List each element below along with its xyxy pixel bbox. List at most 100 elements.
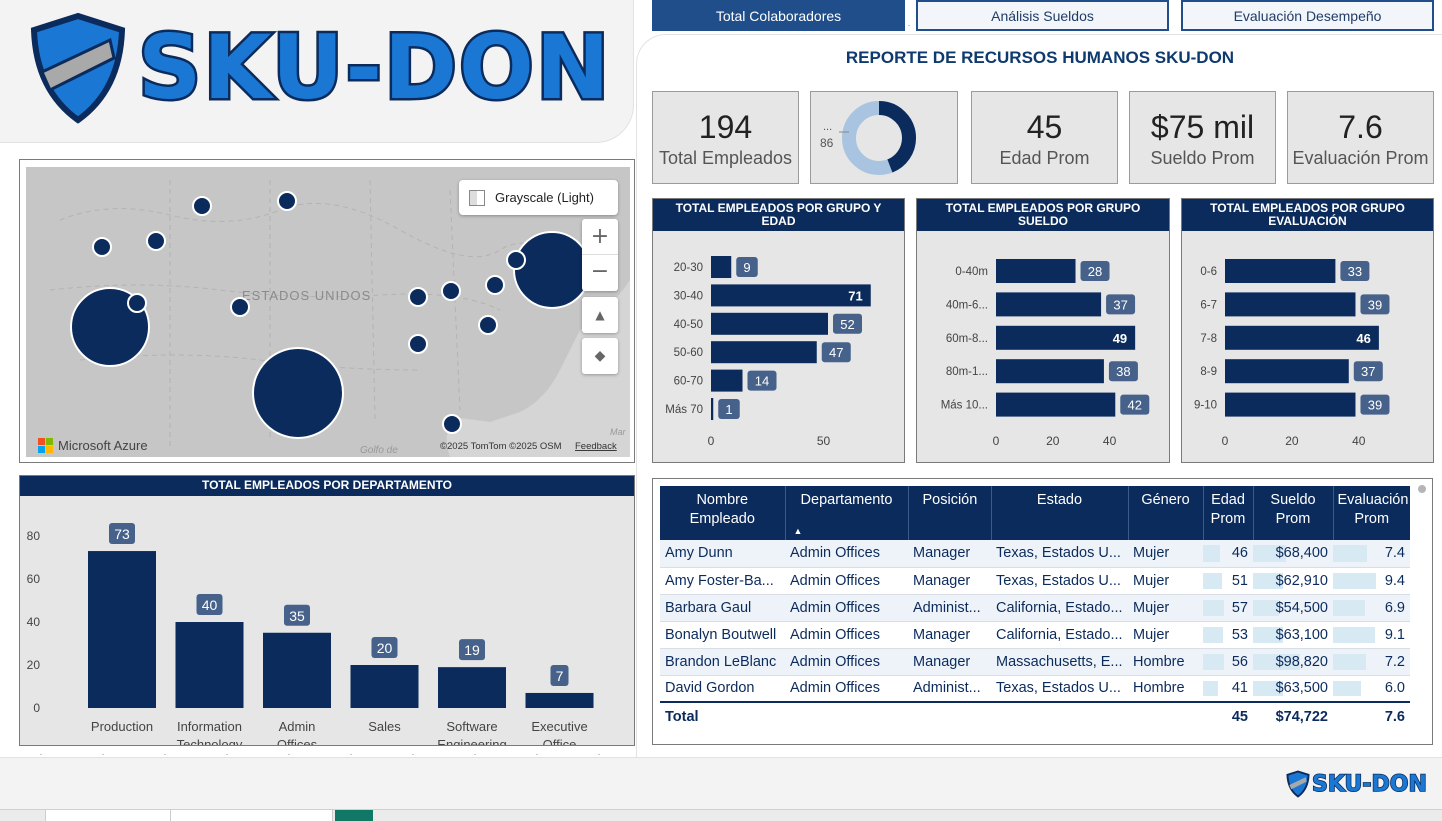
bar[interactable] xyxy=(1225,392,1356,417)
footer-strip xyxy=(0,757,1442,809)
cell-nombre: Barbara Gaul xyxy=(660,594,785,622)
us-map[interactable]: ESTADOS UNIDOS Golfo de Mar xyxy=(20,160,634,462)
bar[interactable] xyxy=(711,369,743,392)
bar[interactable] xyxy=(711,284,871,307)
bar[interactable] xyxy=(711,312,828,335)
cell-nombre: Bonalyn Boutwell xyxy=(660,621,785,649)
bar[interactable] xyxy=(263,632,331,708)
col-header-edad[interactable]: Edad Prom xyxy=(1202,486,1253,540)
bar[interactable] xyxy=(996,259,1076,283)
tab-analisis-sueldos[interactable]: Análisis Sueldos xyxy=(916,0,1169,31)
map-visual[interactable]: ESTADOS UNIDOS Golfo de Mar xyxy=(19,159,635,463)
col-header-label: Departamento xyxy=(800,492,893,508)
bar[interactable] xyxy=(1225,259,1336,283)
cell-edad: 56 xyxy=(1203,648,1253,676)
map-bubble[interactable] xyxy=(192,196,212,216)
map-bubble[interactable] xyxy=(485,275,505,295)
y-tick-label: 40 xyxy=(27,615,41,629)
col-header-evaluacion[interactable]: Evaluación Prom xyxy=(1332,486,1410,540)
bar[interactable] xyxy=(711,398,714,420)
bar[interactable] xyxy=(350,665,419,708)
col-header-genero[interactable]: Género xyxy=(1127,486,1203,540)
y-tick-label: Más 10... xyxy=(941,400,988,412)
kpi-evaluation[interactable]: 7.6 Evaluación Prom xyxy=(1287,91,1434,184)
data-label-badge xyxy=(1353,361,1383,382)
kpi-gender-donut[interactable]: ... 86 xyxy=(810,91,958,184)
footer-wordmark: SKU-DON xyxy=(1311,771,1427,798)
map-compass-icon[interactable]: ◆ xyxy=(582,338,618,374)
col-header-estado[interactable]: Estado xyxy=(990,486,1128,540)
map-bubble[interactable] xyxy=(252,347,344,439)
bar[interactable] xyxy=(711,341,817,364)
chart-departamento-panel[interactable]: TOTAL EMPLEADOS POR DEPARTAMENTO 0 20 40 60… xyxy=(19,475,635,752)
chart-sueldo-panel[interactable]: TOTAL EMPLEADOS POR GRUPO SUELDO 0-40m 28… xyxy=(916,198,1170,463)
map-tilt-icon[interactable]: ▲ xyxy=(582,297,618,333)
table-row[interactable]: Amy Dunn Admin Offices Manager Texas, Estad… xyxy=(660,540,1410,568)
chart-edad-panel[interactable]: TOTAL EMPLEADOS POR GRUPO Y EDAD 20-30 9 3… xyxy=(652,198,905,463)
bar[interactable] xyxy=(996,325,1136,350)
bar[interactable] xyxy=(996,292,1102,317)
bar[interactable] xyxy=(1225,292,1356,317)
y-tick-label: 0-40m xyxy=(955,266,988,278)
chart-evaluacion-panel[interactable]: TOTAL EMPLEADOS POR GRUPO EVALUACIÓN 0-6… xyxy=(1181,198,1434,463)
kpi-total-employees[interactable]: 194 Total Empleados xyxy=(652,91,799,184)
map-bubble[interactable] xyxy=(442,414,462,434)
table-row[interactable]: Bonalyn Boutwell Admin Offices Manager Cali… xyxy=(660,621,1410,649)
cell-value: 7.4 xyxy=(1384,545,1405,562)
kpi-salary[interactable]: $75 mil Sueldo Prom xyxy=(1129,91,1276,184)
tab-total-colaboradores[interactable]: Total Colaboradores xyxy=(652,0,905,31)
cell-estado: Massachusetts, E... xyxy=(991,648,1128,676)
bar[interactable] xyxy=(175,622,244,708)
col-header-departamento[interactable]: Departamento ▲ xyxy=(784,486,908,540)
y-tick-label: 6-7 xyxy=(1200,299,1217,311)
zoom-out-icon[interactable]: − xyxy=(590,259,610,284)
map-bubble[interactable] xyxy=(277,191,297,211)
table-row[interactable]: Barbara Gaul Admin Offices Administ... Cali… xyxy=(660,594,1410,622)
table-row[interactable]: Brandon LeBlanc Admin Offices Manager Massa… xyxy=(660,648,1410,676)
bar[interactable] xyxy=(1225,325,1379,350)
y-tick-label: 0-6 xyxy=(1200,266,1217,278)
table-scrollbar[interactable] xyxy=(1418,485,1426,493)
map-bubble[interactable] xyxy=(506,250,526,270)
data-label: 46 xyxy=(1356,331,1370,346)
x-tick-label: 40 xyxy=(1103,434,1117,448)
kpi-age[interactable]: 45 Edad Prom xyxy=(971,91,1118,184)
data-label: 37 xyxy=(1361,364,1375,379)
page-tab-active[interactable] xyxy=(335,810,373,821)
map-style-button[interactable]: Grayscale (Light) xyxy=(459,180,618,215)
bar[interactable] xyxy=(711,256,732,278)
col-header-sueldo[interactable]: Sueldo Prom xyxy=(1252,486,1333,540)
total-label: Total xyxy=(660,701,785,731)
map-bubble[interactable] xyxy=(408,287,428,307)
employee-table[interactable]: Nombre Empleado Departamento ▲ Posición E… xyxy=(652,478,1433,745)
tab-label: Total Colaboradores xyxy=(715,7,842,24)
map-bubble[interactable] xyxy=(230,297,250,317)
map-bubbles[interactable] xyxy=(70,191,591,439)
data-label: 47 xyxy=(829,345,843,360)
map-bubble[interactable] xyxy=(146,231,166,251)
zoom-in-icon[interactable]: + xyxy=(582,219,618,255)
col-header-nombre[interactable]: Nombre Empleado xyxy=(660,486,785,540)
bar[interactable] xyxy=(1225,359,1349,384)
map-bubble[interactable] xyxy=(92,237,112,257)
total-eval: 7.6 xyxy=(1333,701,1410,731)
page-tab[interactable] xyxy=(45,810,171,821)
bar[interactable] xyxy=(996,392,1116,417)
table-row[interactable]: Amy Foster-Ba... Admin Offices Manager Texa… xyxy=(660,567,1410,595)
page-tab[interactable] xyxy=(171,810,333,821)
map-bubble[interactable] xyxy=(408,334,428,354)
map-feedback-link[interactable]: Feedback xyxy=(575,441,617,452)
map-bubble[interactable] xyxy=(513,231,591,309)
bar[interactable] xyxy=(88,551,156,708)
map-bubble[interactable] xyxy=(127,293,147,313)
bar[interactable] xyxy=(996,359,1104,384)
table-row[interactable]: David Gordon Admin Offices Administ... Texa… xyxy=(660,675,1410,703)
cell-estado: Texas, Estados U... xyxy=(991,567,1128,595)
map-bubble[interactable] xyxy=(441,281,461,301)
col-header-posicion[interactable]: Posición xyxy=(907,486,991,540)
tab-evaluacion-desempeno[interactable]: Evaluación Desempeño xyxy=(1181,0,1434,31)
bar[interactable] xyxy=(525,692,594,708)
cell-nombre: Amy Foster-Ba... xyxy=(660,567,785,595)
map-bubble[interactable] xyxy=(478,315,498,335)
bar[interactable] xyxy=(438,667,506,708)
